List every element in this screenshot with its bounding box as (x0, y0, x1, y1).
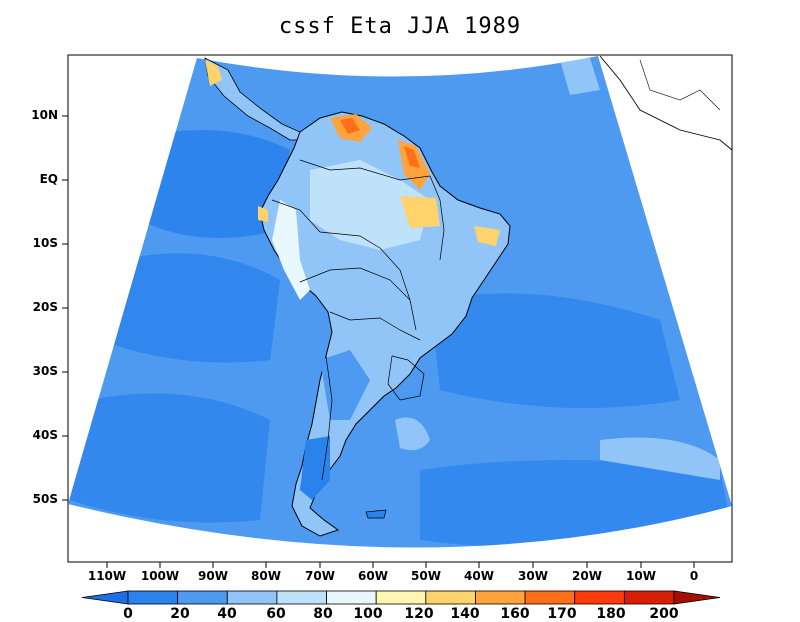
deep-band-south-pacific (70, 393, 270, 523)
lat-label-20s: 20S (32, 300, 58, 314)
light-patch-1 (560, 58, 600, 95)
lat-label-40s: 40S (32, 428, 58, 442)
country-borders (271, 159, 445, 481)
africa-borders (639, 59, 721, 111)
light-patch-2 (395, 417, 430, 451)
colorbar-label-0: 0 (123, 606, 133, 622)
deep-band-atlantic (430, 293, 680, 408)
colorbar-segment (524, 590, 576, 605)
colorbar-label-200: 200 (649, 606, 679, 622)
colorbar-label-60: 60 (266, 606, 286, 622)
light-patch-3 (600, 437, 720, 480)
lon-label-50w: 50W (411, 569, 441, 583)
colorbar-segment (326, 590, 377, 605)
hotspot-amapa (400, 196, 440, 228)
colorbar-label-160: 160 (500, 606, 530, 622)
colorbar-label-170: 170 (547, 606, 577, 622)
lon-label-30w: 30W (518, 569, 548, 583)
lat-label-30s: 30S (32, 364, 58, 378)
lon-label-40w: 40W (464, 569, 494, 583)
lon-label-90w: 90W (198, 569, 228, 583)
lon-label-0: 0 (689, 569, 699, 583)
colorbar-segment (127, 590, 179, 605)
colorbar-segment (475, 590, 526, 605)
andes-highlands (272, 200, 310, 300)
lat-label-10s: 10S (32, 236, 58, 250)
lat-label-50s: 50S (32, 492, 58, 506)
deep-band-pacific (100, 253, 280, 363)
falkland-islands (365, 509, 387, 519)
lon-label-80w: 80W (251, 569, 281, 583)
south-interior (320, 350, 370, 420)
colorbar-label-100: 100 (353, 606, 383, 622)
hotspot-peru (258, 206, 268, 222)
lat-label-eq: EQ (39, 172, 58, 186)
map-title: cssf Eta JJA 1989 (278, 14, 522, 39)
hotspot-venezuela-core (340, 118, 360, 134)
lon-label-70w: 70W (305, 569, 335, 583)
lat-ticks (62, 115, 68, 501)
amazon-interior (310, 160, 430, 250)
colorbar-label-140: 140 (450, 606, 480, 622)
hotspot-guiana-core (404, 146, 420, 168)
colorbar-label-20: 20 (170, 606, 190, 622)
colorbar-label-120: 120 (404, 606, 434, 622)
colorbar-label-40: 40 (217, 606, 237, 622)
colorbar-segment (276, 590, 327, 605)
lon-label-110w: 110W (87, 569, 127, 583)
lon-label-100w: 100W (140, 569, 180, 583)
colorbar-segment (375, 590, 427, 605)
lon-ticks (106, 562, 695, 568)
colorbar-segment (623, 590, 675, 605)
deep-band-north (140, 130, 290, 238)
colorbar-segment (177, 590, 228, 605)
lon-label-20w: 20W (572, 569, 602, 583)
lat-label-10n: 10N (31, 108, 58, 122)
colorbar (81, 590, 721, 605)
hotspot-northeast (474, 226, 500, 246)
central-america-hot (205, 60, 222, 86)
colorbar-label-180: 180 (596, 606, 626, 622)
colorbar-segment (425, 590, 476, 605)
lon-label-60w: 60W (358, 569, 388, 583)
colorbar-label-80: 80 (313, 606, 333, 622)
africa-coast (599, 55, 732, 151)
lon-label-10w: 10W (626, 569, 656, 583)
colorbar-segment (574, 590, 625, 605)
colorbar-segment-high (673, 590, 721, 605)
colorbar-segment-low (81, 590, 129, 605)
colorbar-segment (226, 590, 278, 605)
patagonia-interior (300, 436, 330, 500)
